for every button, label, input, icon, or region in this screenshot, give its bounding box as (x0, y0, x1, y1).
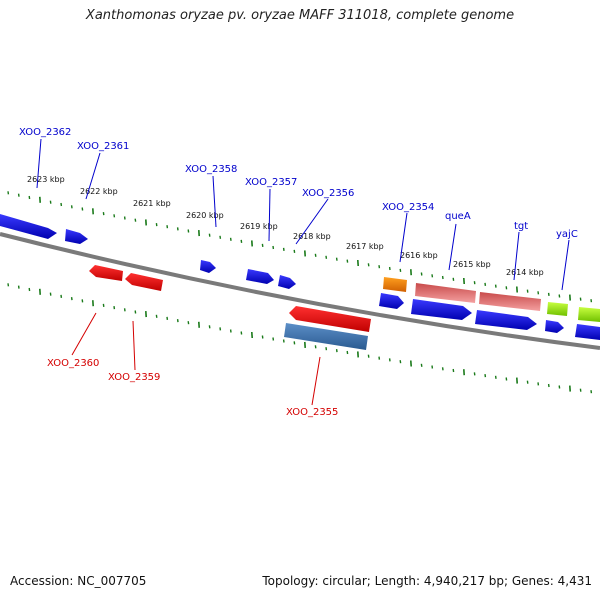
gene-yajC[interactable] (547, 302, 568, 316)
leader-XOO_2360 (71, 312, 97, 356)
gene-queA[interactable] (415, 283, 476, 303)
gene-lime-edge[interactable] (578, 307, 600, 322)
reverse-strand-genes (89, 265, 371, 350)
leader-tgt (513, 231, 520, 281)
gene-XOO_2355[interactable] (289, 306, 371, 332)
kbp-label: 2623 kbp (27, 175, 65, 184)
forward-strand-genes (0, 214, 600, 340)
gene-XOO_2359[interactable] (125, 273, 163, 291)
kbp-label: 2621 kbp (133, 199, 171, 208)
label-XOO_2361: XOO_2361 (77, 141, 129, 152)
label-tgt: tgt (514, 221, 528, 232)
label-leaders (36, 138, 570, 406)
map-title: Xanthomonas oryzae pv. oryzae MAFF 31101… (85, 8, 515, 23)
gene-blue-2[interactable] (411, 299, 472, 320)
gene-blue-5[interactable] (575, 324, 600, 340)
label-XOO_2356: XOO_2356 (302, 188, 354, 199)
leader-yajC (561, 239, 570, 291)
gene-blue-1[interactable] (379, 293, 404, 309)
leader-queA (448, 223, 457, 271)
gene-tgt[interactable] (479, 292, 541, 311)
gene-orange[interactable] (383, 277, 407, 292)
kbp-label: 2615 kbp (453, 260, 491, 269)
upper-tick-row (7, 191, 593, 303)
gene-XOO_2357[interactable] (246, 269, 274, 284)
accession-text: Accession: NC_007705 (10, 574, 147, 588)
label-XOO_2362: XOO_2362 (19, 127, 71, 138)
gene-XOO_2356[interactable] (278, 275, 296, 289)
gene-blue-4[interactable] (545, 320, 564, 333)
kbp-label: 2620 kbp (186, 211, 224, 220)
kbp-label: 2622 kbp (80, 187, 118, 196)
leader-XOO_2358 (212, 175, 217, 228)
gene-XOO_2361[interactable] (65, 229, 88, 244)
label-XOO_2355: XOO_2355 (286, 407, 338, 418)
gene-blue-3[interactable] (475, 310, 537, 330)
leader-XOO_2357 (268, 188, 271, 242)
gene-XOO_2362[interactable] (0, 214, 57, 239)
label-XOO_2359: XOO_2359 (108, 372, 160, 383)
gene-steel[interactable] (284, 323, 368, 350)
genome-summary-text: Topology: circular; Length: 4,940,217 bp… (262, 574, 592, 588)
label-XOO_2358: XOO_2358 (185, 164, 237, 175)
leader-XOO_2356 (295, 198, 329, 245)
label-XOO_2354: XOO_2354 (382, 202, 434, 213)
chromosome-backbone (0, 232, 600, 350)
kbp-label: 2614 kbp (506, 268, 544, 277)
kbp-scale: 2623 kbp 2622 kbp 2621 kbp 2620 kbp 2619… (27, 175, 544, 277)
label-queA: queA (445, 211, 471, 222)
leader-XOO_2355 (311, 356, 321, 406)
gene-labels: XOO_2362 XOO_2361 XOO_2358 XOO_2357 XOO_… (19, 127, 578, 418)
leader-XOO_2354 (399, 212, 408, 263)
lower-tick-row (7, 283, 593, 394)
label-XOO_2357: XOO_2357 (245, 177, 297, 188)
kbp-label: 2618 kbp (293, 232, 331, 241)
gene-XOO_2358[interactable] (200, 260, 216, 273)
label-yajC: yajC (556, 229, 578, 240)
kbp-label: 2617 kbp (346, 242, 384, 251)
leader-XOO_2359 (132, 320, 136, 371)
kbp-label: 2619 kbp (240, 222, 278, 231)
gene-XOO_2360[interactable] (89, 265, 123, 281)
leader-XOO_2362 (36, 138, 42, 189)
label-XOO_2360: XOO_2360 (47, 358, 99, 369)
kbp-label: 2616 kbp (400, 251, 438, 260)
leader-XOO_2361 (85, 152, 101, 200)
